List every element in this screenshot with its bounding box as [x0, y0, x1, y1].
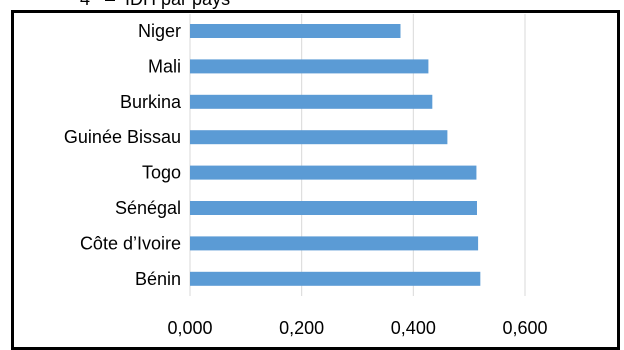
category-label-0: Niger [138, 21, 181, 41]
bar-3 [190, 130, 448, 145]
bar-1 [190, 59, 429, 74]
bar-7 [190, 271, 481, 286]
x-tick-label-2: 0,400 [391, 318, 436, 338]
bar-5 [190, 201, 477, 215]
chart-title-text: IDH par pays [125, 0, 230, 9]
bar-6 [190, 236, 479, 251]
bar-2 [190, 94, 433, 109]
bar-0 [190, 24, 401, 38]
category-label-4: Togo [142, 163, 181, 183]
category-label-5: Sénégal [115, 198, 181, 218]
x-tick-labels: 0,000 0,200 0,400 0,600 [167, 318, 547, 338]
category-label-1: Mali [148, 56, 181, 76]
category-label-2: Burkina [120, 92, 182, 112]
bars [190, 24, 481, 286]
category-labels: Niger Mali Burkina Guinée Bissau Togo Sénégal… [64, 21, 182, 289]
category-label-7: Bénin [135, 269, 181, 289]
category-label-3: Guinée Bissau [64, 127, 181, 147]
bar-4 [190, 165, 477, 180]
chart-title: 4 – IDH par pays [80, 0, 230, 10]
gridlines [189, 14, 526, 296]
category-label-6: Côte d’Ivoire [80, 233, 181, 253]
x-tick-label-3: 0,600 [502, 318, 547, 338]
x-tick-label-0: 0,000 [167, 318, 212, 338]
x-tick-label-1: 0,200 [279, 318, 324, 338]
chart-title-prefix: 4 [80, 0, 90, 9]
